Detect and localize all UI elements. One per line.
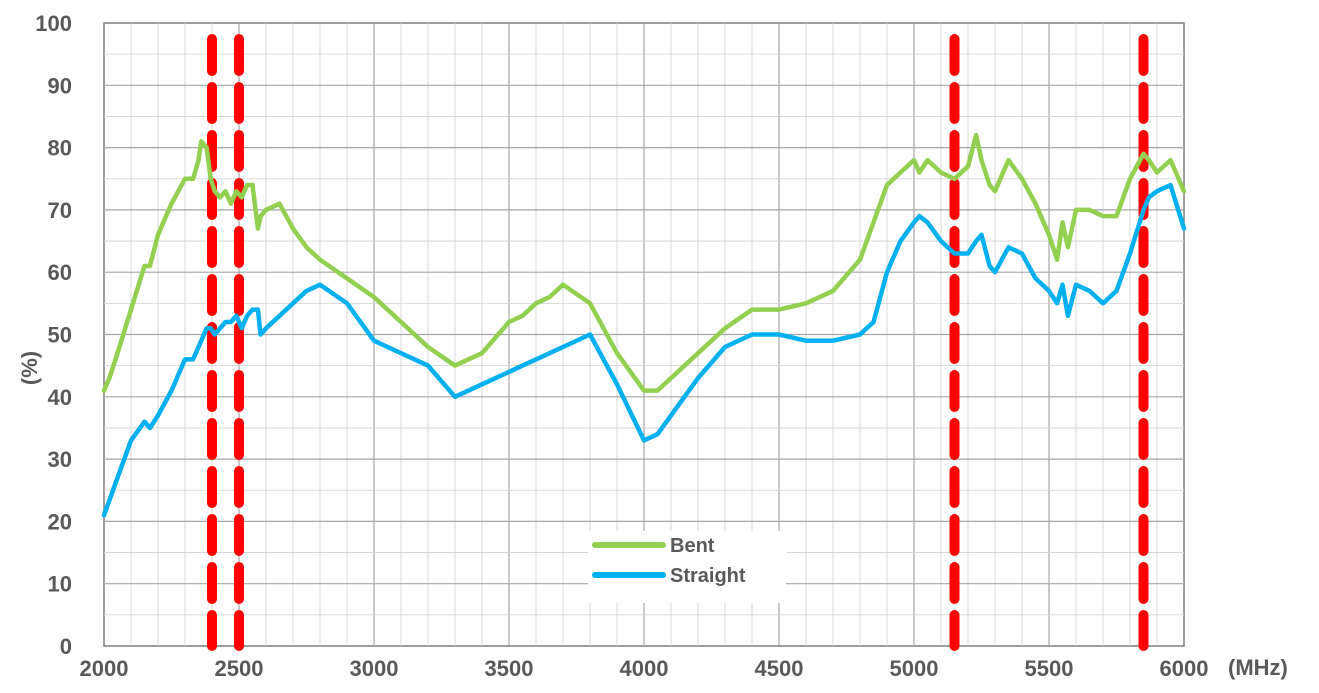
y-tick-label: 20 <box>48 509 72 534</box>
y-tick-labels: 0 10 20 30 40 50 60 70 80 90 100 <box>35 11 72 659</box>
series-line-bent <box>101 132 1187 393</box>
y-tick-label: 10 <box>48 572 72 597</box>
gridlines <box>104 23 1184 646</box>
y-tick-label: 0 <box>60 634 72 659</box>
x-axis-title: (MHz) <box>1228 655 1288 680</box>
x-tick-label: 4000 <box>620 656 669 681</box>
series-line-straight <box>101 182 1187 518</box>
legend-label-bent: Bent <box>670 535 715 557</box>
y-tick-label: 40 <box>48 385 72 410</box>
x-tick-label: 5500 <box>1025 656 1074 681</box>
x-tick-label: 3500 <box>485 656 534 681</box>
y-tick-label: 50 <box>48 323 72 348</box>
x-tick-label: 2000 <box>80 656 129 681</box>
band-markers <box>207 34 1149 651</box>
x-tick-label: 6000 <box>1160 656 1209 681</box>
y-tick-label: 90 <box>48 73 72 98</box>
legend-label-straight: Straight <box>670 565 746 587</box>
series-lines <box>101 132 1187 518</box>
legend: Bent Straight <box>588 531 786 603</box>
x-tick-label: 3000 <box>350 656 399 681</box>
y-axis-title: (%) <box>17 351 42 385</box>
y-tick-label: 60 <box>48 260 72 285</box>
y-tick-label: 80 <box>48 136 72 161</box>
x-tick-label: 5000 <box>890 656 939 681</box>
x-tick-label: 4500 <box>755 656 804 681</box>
y-tick-label: 100 <box>35 11 72 36</box>
y-tick-label: 30 <box>48 447 72 472</box>
x-tick-label: 2500 <box>215 656 264 681</box>
y-tick-label: 70 <box>48 198 72 223</box>
x-tick-labels: 2000 2500 3000 3500 4000 4500 5000 5500 6000 <box>80 656 1209 681</box>
